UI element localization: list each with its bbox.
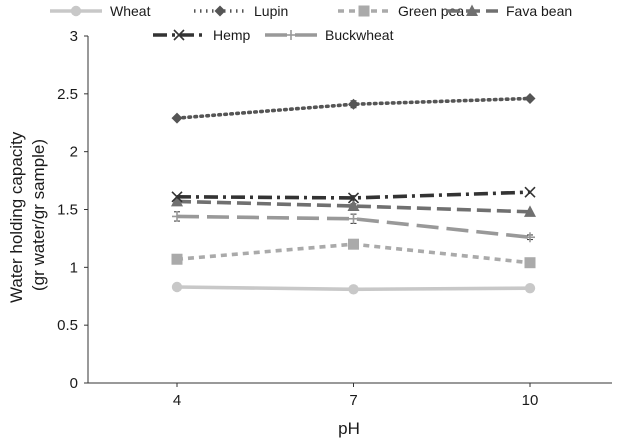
data-point (171, 253, 183, 265)
y-tick-label: 3 (70, 28, 78, 45)
legend-label: Lupin (254, 3, 288, 19)
x-axis-title: pH (338, 419, 360, 438)
y-tick-label: 0 (70, 375, 78, 392)
y-tick-label: 2.5 (57, 86, 78, 103)
data-point (172, 211, 182, 222)
legend-item-lupin: Lupin (194, 3, 288, 19)
legend-item-fava-bean: Fava bean (446, 3, 572, 19)
data-point (524, 205, 536, 217)
data-point (347, 192, 360, 204)
y-axis-title-line-2: (gr water/gr sample) (29, 139, 48, 291)
x-tick-label: 4 (173, 392, 181, 409)
legend-item-wheat: Wheat (50, 3, 151, 19)
y-tick-label: 0.5 (57, 317, 78, 334)
legend-label: Wheat (110, 3, 151, 19)
legend-swatch-marker (466, 4, 478, 16)
y-tick-label: 2 (70, 144, 78, 161)
legend-item-green-pea: Green pea (338, 3, 464, 19)
data-point (171, 194, 183, 207)
legend-swatch-marker (70, 5, 82, 17)
series-buckwheat (172, 211, 535, 243)
data-point (348, 98, 359, 110)
y-axis-title: Water holding capacity (gr water/gr samp… (7, 127, 48, 303)
x-tick-label: 7 (349, 392, 357, 409)
series-layer (171, 92, 536, 295)
legend-swatch-marker (214, 5, 226, 17)
legend-label: Buckwheat (325, 27, 394, 43)
data-point (348, 284, 359, 295)
y-tick-label: 1 (70, 259, 78, 276)
data-point (348, 213, 359, 224)
legend-label: Green pea (398, 3, 464, 19)
x-tick-label: 10 (522, 392, 539, 409)
series-wheat (171, 281, 536, 295)
data-point (171, 112, 183, 124)
y-axis-title-line-1: Water holding capacity (7, 131, 26, 303)
legend-item-buckwheat: Buckwheat (265, 27, 394, 43)
legend-swatch-marker (358, 5, 370, 17)
legend-item-hemp: Hemp (153, 27, 251, 43)
data-point (524, 282, 536, 294)
data-point (348, 238, 359, 250)
series-fava-bean (171, 194, 536, 217)
data-point (525, 232, 535, 243)
legend-label: Fava bean (506, 3, 572, 19)
data-point (524, 92, 536, 104)
series-green-pea (171, 238, 536, 269)
data-point (171, 281, 183, 293)
legend-swatch-marker (286, 30, 296, 40)
series-hemp (171, 186, 536, 204)
data-point (524, 257, 536, 269)
data-point (347, 199, 360, 212)
series-line (176, 190, 531, 200)
y-tick-label: 1.5 (57, 202, 78, 219)
legend-label: Hemp (213, 27, 251, 43)
data-point (524, 186, 536, 198)
legend: Wheat Lupin Green pea Fava bean Hemp Buckwhea… (50, 3, 572, 43)
legend-swatch-marker (173, 29, 185, 41)
series-lupin (171, 92, 536, 124)
axes: 0 0.5 1 1.5 2 2.5 3 4 7 10 (57, 28, 612, 409)
data-point (171, 191, 183, 203)
